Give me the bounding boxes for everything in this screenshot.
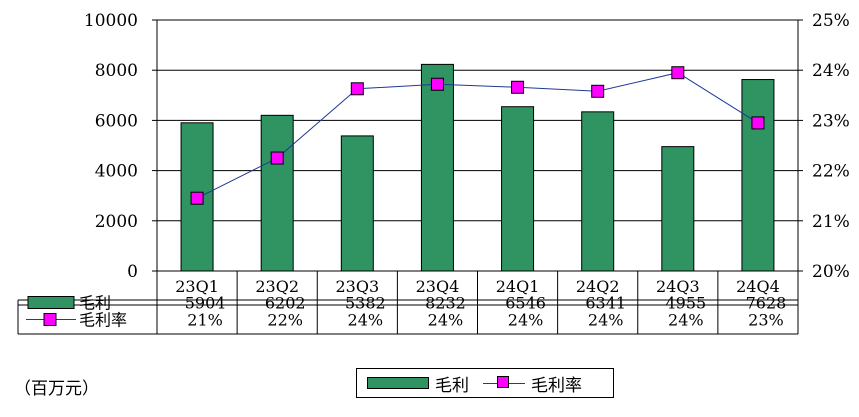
unit-note: （百万元） [14,379,99,399]
bar [501,106,535,272]
x-tick-label: 24Q1 [496,277,540,296]
table-cell: 24% [508,311,544,330]
y-right-tick-label: 21% [812,212,850,232]
table-cell: 21% [187,311,223,330]
table-cell: 4955 [665,294,706,313]
y-left-tick-label: 6000 [95,111,138,131]
y-right-tick-label: 23% [812,111,850,131]
y-left-tick-label: 10000 [84,11,138,31]
bar [260,114,294,272]
x-tick-label: 23Q3 [335,277,379,296]
bar [661,146,695,272]
table-cell: 24% [428,311,464,330]
legend: 毛利 毛利率 [356,368,614,398]
legend-line-swatch [483,376,525,390]
y-right-tick-label: 25% [812,11,850,31]
table-line-marker [43,313,57,326]
table-cell: 24% [588,311,624,330]
line-marker [350,82,364,96]
table-cell: 6202 [265,294,306,313]
bar [340,135,374,272]
table-cell: 24% [668,311,704,330]
line-marker [591,84,605,98]
y-right-tick-label: 20% [812,262,850,282]
y-left-tick-label: 4000 [95,162,138,182]
line-marker [671,66,685,80]
x-tick-label: 23Q4 [416,277,460,296]
table-row-label: 毛利率 [79,311,127,330]
x-tick-label: 24Q3 [656,277,700,296]
table-cell: 8232 [425,294,466,313]
legend-bar-label: 毛利 [435,375,469,396]
table-cell: 22% [267,311,303,330]
bar [420,63,454,272]
table-cell: 23% [748,311,784,330]
legend-item-bar: 毛利 [367,371,469,396]
table-cell: 5382 [345,294,386,313]
y-right-tick-label: 24% [812,61,850,81]
table-cell: 24% [348,311,384,330]
line-marker [270,151,284,165]
legend-bar-swatch [367,377,429,389]
bar [581,111,615,272]
bar [741,79,775,272]
legend-item-line: 毛利率 [483,371,582,396]
table-cell: 5904 [185,294,226,313]
table-cell: 6341 [585,294,626,313]
x-tick-label: 24Q2 [576,277,620,296]
y-left-tick-label: 2000 [95,212,138,232]
x-tick-label: 23Q2 [255,277,299,296]
table-bar-swatch [27,296,75,309]
margin-line [196,72,759,199]
x-tick-label: 24Q4 [736,277,780,296]
legend-line-label: 毛利率 [531,375,582,396]
table-cell: 6546 [505,294,546,313]
x-tick-label: 23Q1 [175,277,219,296]
line-marker [190,191,204,205]
y-left-tick-label: 8000 [95,61,138,81]
y-left-tick-label: 0 [127,262,138,282]
y-right-tick-label: 22% [812,162,850,182]
line-marker [430,77,444,91]
table-row-label: 毛利 [79,294,111,313]
line-marker [751,116,765,130]
line-marker [511,80,525,94]
table-cell: 7628 [746,294,787,313]
